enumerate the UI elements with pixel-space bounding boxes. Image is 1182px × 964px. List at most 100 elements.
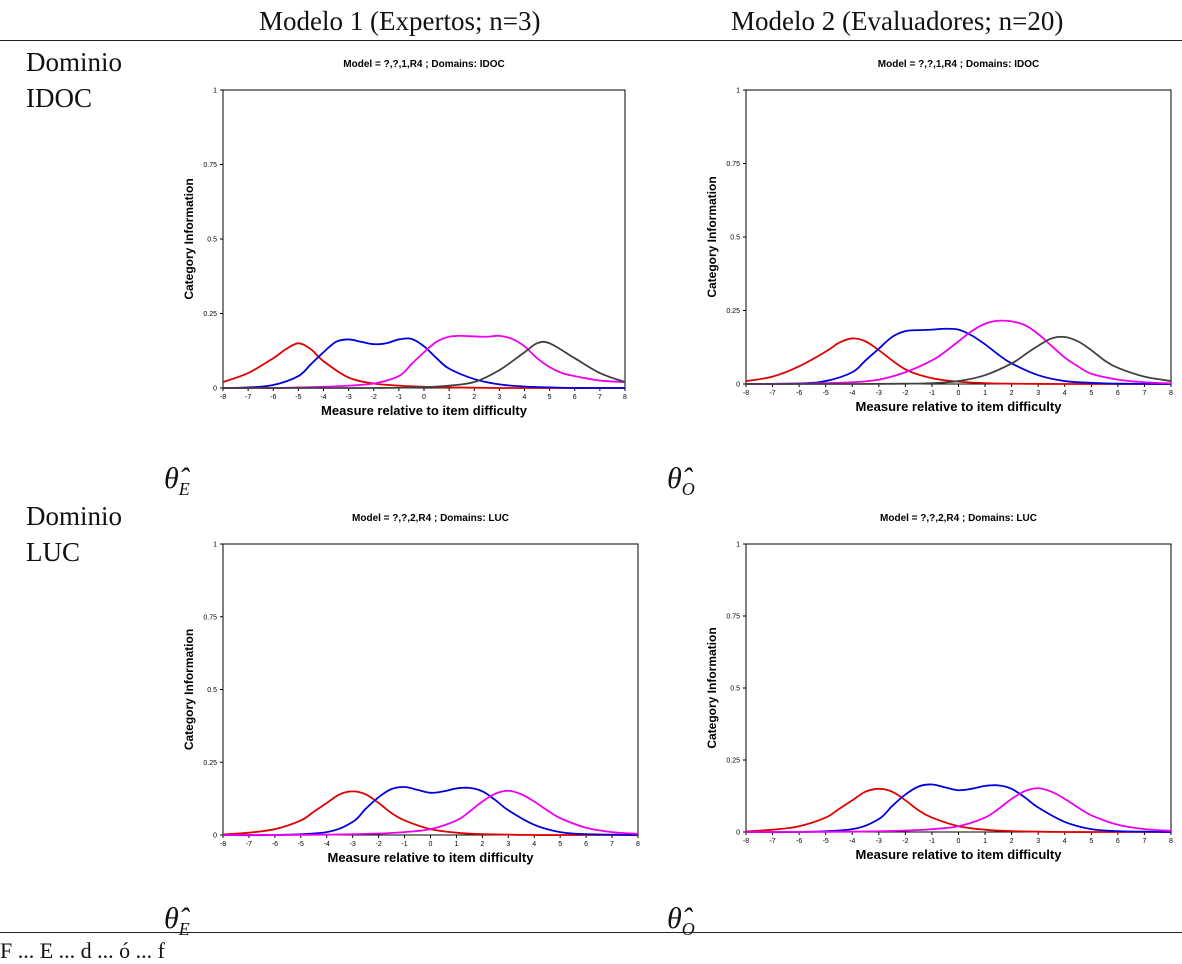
series-line-blue [222, 786, 639, 837]
x-tick-label: 8 [623, 394, 627, 401]
theta-symbol: θ̂ [164, 462, 179, 495]
x-tick-label: 2 [472, 394, 476, 401]
x-tick-label: -7 [245, 394, 251, 401]
x-tick-label: -8 [220, 394, 226, 401]
x-tick-label: 3 [497, 394, 501, 401]
x-tick-label: 8 [1169, 390, 1173, 397]
x-tick-label: 3 [506, 841, 510, 848]
x-tick-label: 6 [584, 841, 588, 848]
x-tick-label: 5 [548, 394, 552, 401]
x-tick-label: -4 [324, 841, 330, 848]
x-tick-label: -8 [220, 841, 226, 848]
row-label-luc-line2: LUC [26, 537, 80, 567]
x-tick-label: -4 [849, 390, 855, 397]
x-tick-label: -2 [902, 838, 908, 845]
chart-panel-model2-idoc: Model = ?,?,1,R4 ; Domains: IDOC 0 0.25 0.5… [700, 52, 1175, 432]
series-line-blue [745, 327, 1172, 385]
x-tick-label: 4 [1063, 390, 1067, 397]
y-tick-label: 1 [736, 88, 740, 95]
series-line-magenta [745, 319, 1172, 385]
top-rule [0, 40, 1182, 41]
x-tick-label: -5 [823, 390, 829, 397]
series-line-blue [222, 337, 625, 389]
bottom-rule [0, 932, 1182, 933]
x-tick-label: 2 [480, 841, 484, 848]
x-tick-label: -5 [298, 841, 304, 848]
x-tick-label: -7 [769, 838, 775, 845]
row-label-idoc-line1: Dominio [26, 47, 123, 77]
x-tick-label: 8 [636, 841, 640, 848]
x-tick-label: 4 [1063, 838, 1067, 845]
theta-observer-bottom: θ̂O [667, 902, 695, 940]
plot-frame [222, 543, 639, 836]
row-label-luc-line1: Dominio [26, 501, 123, 531]
y-tick-label: 0 [736, 382, 740, 389]
x-tick-label: -6 [796, 838, 802, 845]
chart-model1-idoc: Model = ?,?,1,R4 ; Domains: IDOC 0 0.25 0.5… [182, 59, 627, 418]
y-tick-label: 0.25 [726, 308, 740, 315]
x-axis-label: Measure relative to item difficulty [321, 403, 528, 418]
x-axis-label: Measure relative to item difficulty [856, 847, 1063, 862]
x-tick-label: -1 [929, 838, 935, 845]
chart-title: Model = ?,?,2,R4 ; Domains: LUC [352, 513, 509, 524]
x-tick-label: 8 [1169, 838, 1173, 845]
y-tick-label: 0.25 [203, 311, 217, 318]
chart-title: Model = ?,?,1,R4 ; Domains: IDOC [878, 59, 1039, 70]
plot-frame [745, 89, 1172, 385]
x-tick-label: -8 [743, 390, 749, 397]
theta-subscript: E [178, 479, 190, 499]
x-tick-label: -7 [769, 390, 775, 397]
x-tick-label: 5 [1089, 390, 1093, 397]
y-tick-label: 0.75 [726, 161, 740, 168]
x-tick-label: 0 [957, 838, 961, 845]
x-tick-label: 6 [573, 394, 577, 401]
x-tick-label: -7 [246, 841, 252, 848]
chart-panel-model1-luc: Model = ?,?,2,R4 ; Domains: LUC 0 0.25 0.5 0… [177, 506, 642, 876]
x-tick-label: -6 [270, 394, 276, 401]
x-tick-label: 3 [1036, 390, 1040, 397]
chart-panel-model1-idoc: Model = ?,?,1,R4 ; Domains: IDOC 0 0.25 0.5… [177, 52, 637, 432]
x-tick-label: 4 [523, 394, 527, 401]
y-axis-label: Category Information [182, 629, 196, 750]
chart-title: Model = ?,?,2,R4 ; Domains: LUC [880, 513, 1037, 524]
x-tick-label: -4 [320, 394, 326, 401]
x-tick-label: 0 [422, 394, 426, 401]
x-tick-label: -3 [876, 390, 882, 397]
x-tick-label: -3 [876, 838, 882, 845]
row-label-luc: Dominio LUC [26, 498, 122, 570]
series-line-gray [745, 335, 1172, 385]
theta-subscript: E [178, 919, 190, 939]
y-tick-label: 1 [736, 542, 740, 549]
x-tick-label: 6 [1116, 838, 1120, 845]
x-tick-label: 7 [610, 841, 614, 848]
x-tick-label: 1 [983, 390, 987, 397]
y-tick-label: 0 [213, 833, 217, 840]
y-tick-label: 0.5 [730, 686, 740, 693]
chart-title: Model = ?,?,1,R4 ; Domains: IDOC [343, 59, 504, 70]
x-tick-label: 1 [447, 394, 451, 401]
x-tick-label: 6 [1116, 390, 1120, 397]
theta-subscript: O [681, 919, 695, 939]
x-tick-label: -6 [272, 841, 278, 848]
y-tick-label: 0.75 [726, 614, 740, 621]
chart-model2-luc: Model = ?,?,2,R4 ; Domains: LUC 0 0.25 0.5 0… [705, 513, 1173, 862]
y-tick-label: 0.5 [207, 237, 217, 244]
x-tick-label: 2 [1010, 838, 1014, 845]
x-tick-label: -5 [823, 838, 829, 845]
x-tick-label: -2 [376, 841, 382, 848]
x-tick-label: 0 [957, 390, 961, 397]
y-tick-label: 0 [736, 830, 740, 837]
x-tick-label: 1 [454, 841, 458, 848]
x-tick-label: -2 [371, 394, 377, 401]
theta-symbol: θ̂ [667, 462, 682, 495]
series-line-red [745, 787, 1171, 833]
x-tick-label: -1 [929, 390, 935, 397]
y-tick-label: 1 [213, 88, 217, 95]
x-tick-label: 4 [532, 841, 536, 848]
x-tick-label: -1 [401, 841, 407, 848]
x-tick-label: -8 [743, 838, 749, 845]
chart-model1-luc: Model = ?,?,2,R4 ; Domains: LUC 0 0.25 0.5 0… [182, 513, 640, 865]
x-tick-label: -6 [796, 390, 802, 397]
y-tick-label: 0.75 [203, 614, 217, 621]
x-tick-label: 7 [1142, 838, 1146, 845]
